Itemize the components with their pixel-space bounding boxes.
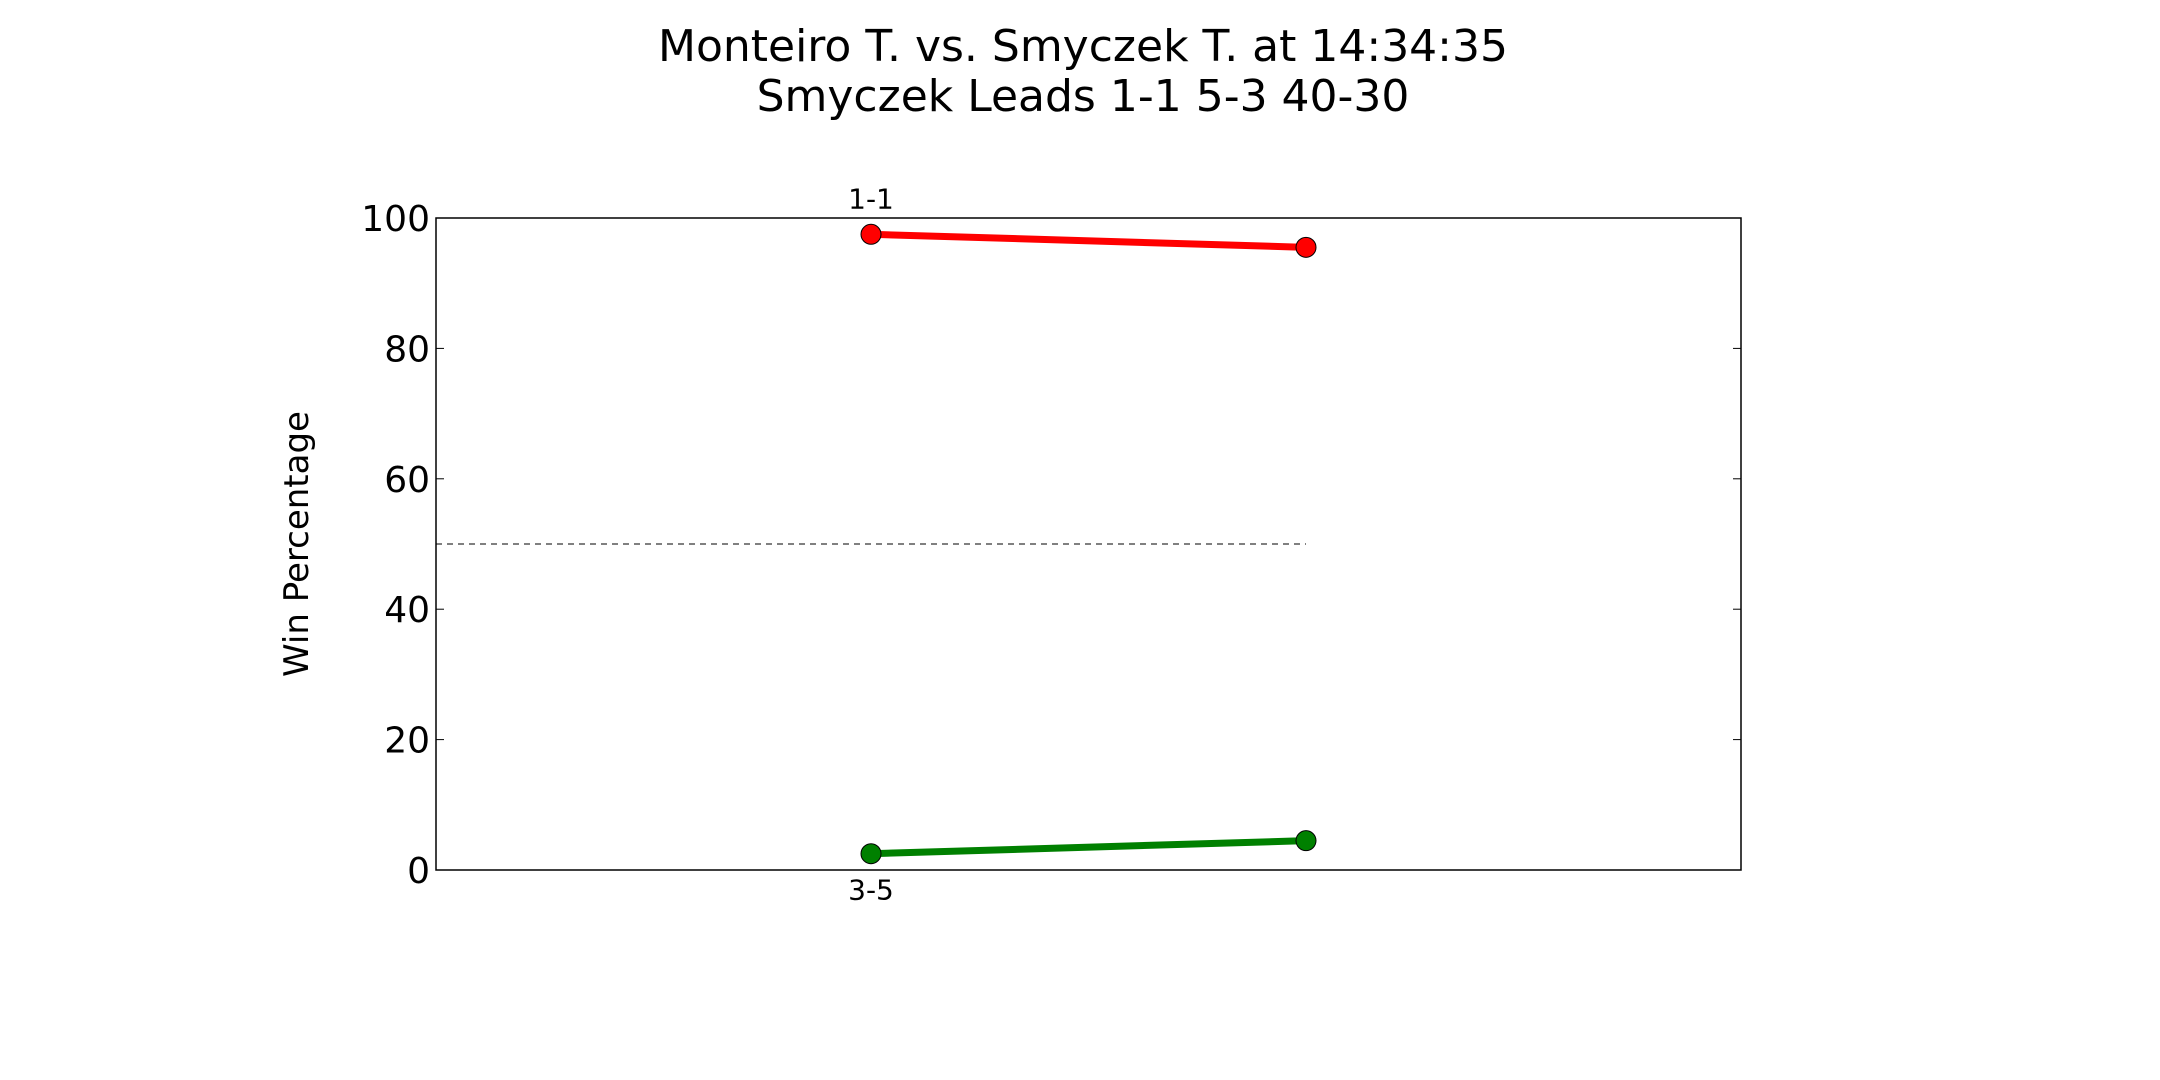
y-tick-label-20: 20 xyxy=(384,721,430,762)
series-1-point-2 xyxy=(1295,236,1317,258)
axes-layer: 0 20 40 60 80 100 xyxy=(361,199,1742,892)
series-line-2 xyxy=(870,837,1307,858)
chart-title: Monteiro T. vs. Smyczek T. at 14:34:35 xyxy=(658,21,1508,72)
annotation-layer: 1-1 3-5 xyxy=(848,182,894,906)
plot-frame xyxy=(435,217,1742,871)
series-2-point-1 xyxy=(860,843,882,865)
y-tick-label-0: 0 xyxy=(407,851,430,892)
series-line-1 xyxy=(870,230,1307,251)
y-tick-label-60: 60 xyxy=(384,460,430,501)
score-annotation-1: 1-1 xyxy=(848,182,894,215)
series-1-point-1 xyxy=(860,223,882,245)
y-tick-label-100: 100 xyxy=(361,199,430,240)
y-tick-label-80: 80 xyxy=(384,329,430,370)
chart-subtitle: Smyczek Leads 1-1 5-3 40-30 xyxy=(757,71,1410,122)
score-annotation-2: 3-5 xyxy=(848,874,894,907)
y-axis-label: Win Percentage xyxy=(277,411,317,677)
series-2-point-2 xyxy=(1295,830,1317,852)
series-layer xyxy=(860,223,1317,865)
y-tick-label-40: 40 xyxy=(384,590,430,631)
